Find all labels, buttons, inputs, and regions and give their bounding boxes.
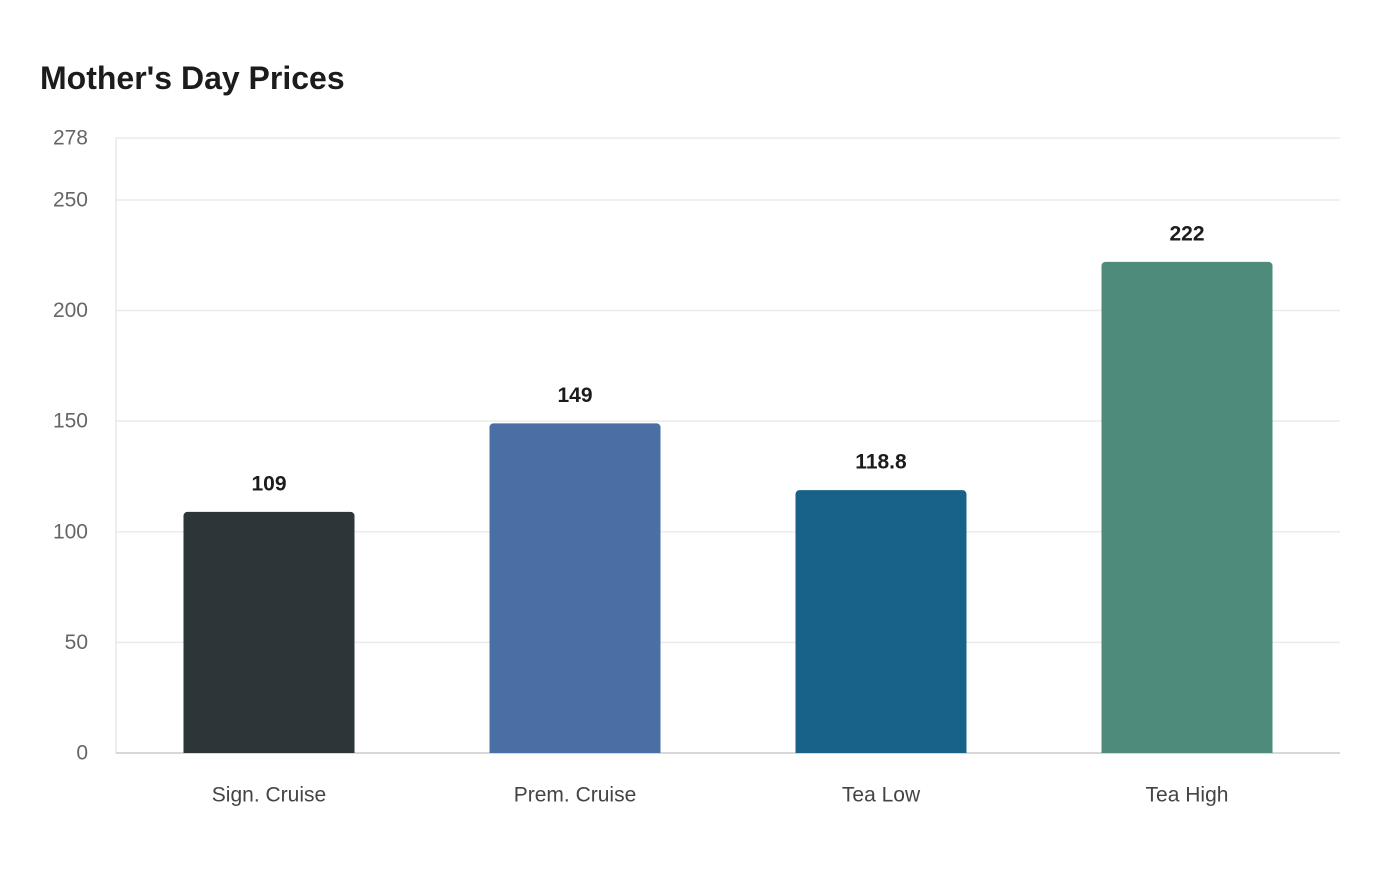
x-tick-labels: Sign. Cruise Prem. Cruise Tea Low Tea High [212, 784, 1229, 807]
y-tick-label: 100 [53, 520, 88, 543]
bar [1101, 261, 1273, 753]
y-tick-label: 150 [53, 410, 88, 433]
bar-base [183, 747, 355, 753]
y-tick-label: 200 [53, 299, 88, 322]
value-labels: 109 149 118.8 222 [251, 222, 1204, 495]
x-tick-label: Tea Low [842, 784, 921, 807]
y-tick-labels: 0 50 100 150 200 250 278 [53, 127, 88, 765]
bar-value-label: 222 [1169, 222, 1204, 245]
bars [183, 261, 1273, 753]
bar-base [795, 747, 967, 753]
x-tick-label: Prem. Cruise [514, 784, 637, 807]
x-tick-label: Sign. Cruise [212, 784, 326, 807]
y-tick-label: 0 [76, 742, 88, 765]
bar [489, 423, 661, 753]
chart-title: Mother's Day Prices [40, 60, 345, 96]
x-tick-label: Tea High [1146, 784, 1229, 807]
bar-value-label: 149 [557, 384, 592, 407]
bar [795, 490, 967, 753]
bar-base [1101, 747, 1273, 753]
bar-value-label: 118.8 [855, 451, 907, 474]
bar [183, 511, 355, 753]
bar-value-label: 109 [251, 472, 286, 495]
bar-base [489, 747, 661, 753]
y-tick-label: 250 [53, 188, 88, 211]
y-tick-label: 278 [53, 127, 88, 150]
y-tick-label: 50 [65, 631, 88, 654]
